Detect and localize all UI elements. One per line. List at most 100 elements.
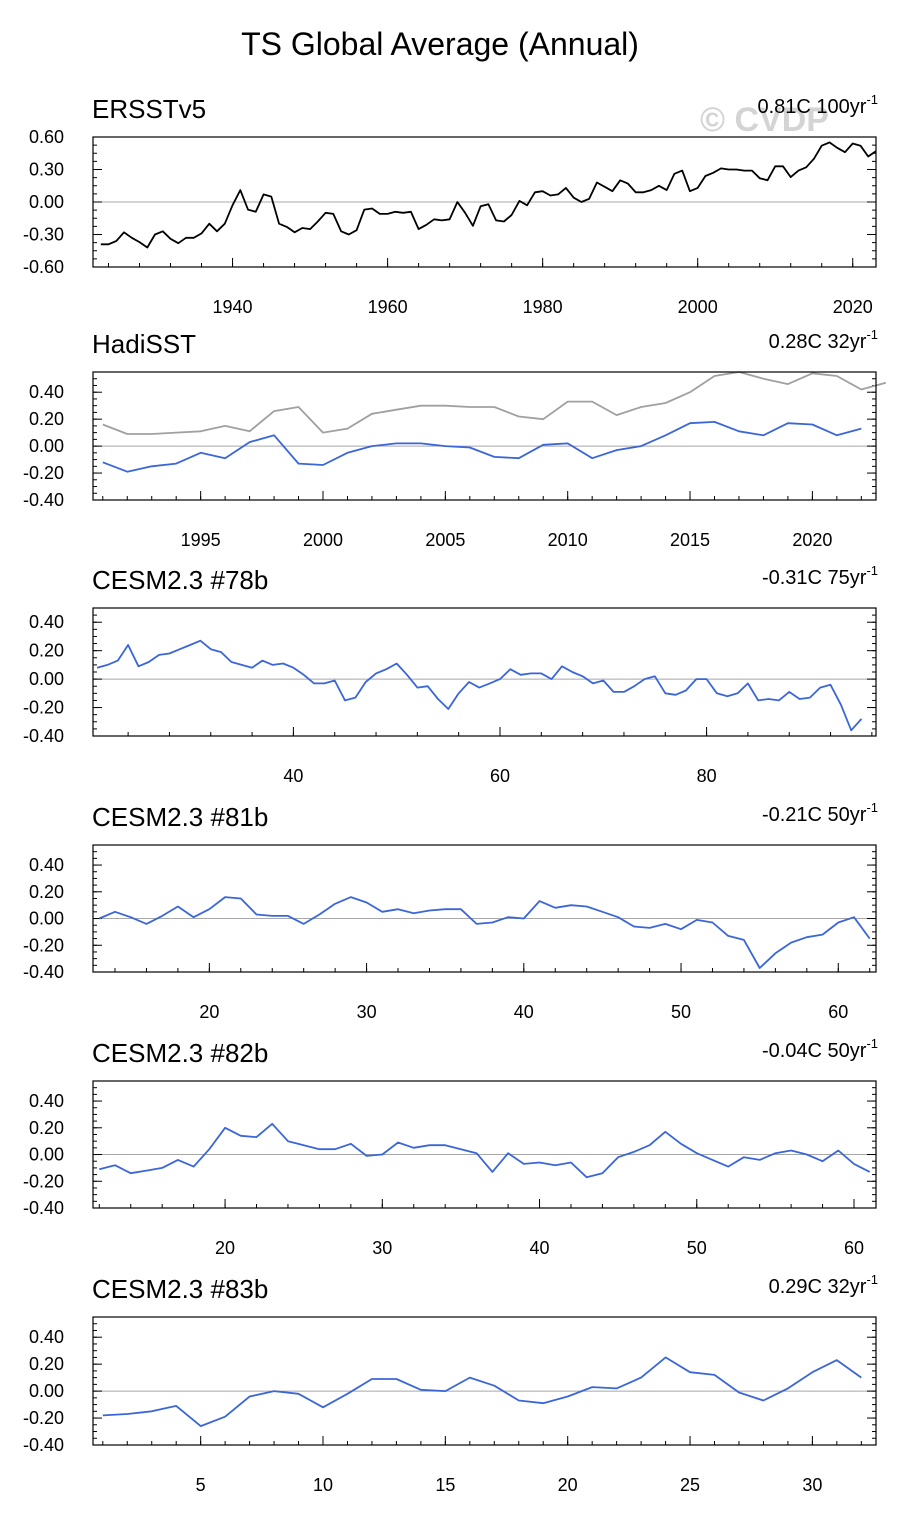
- series-line-1: [102, 371, 887, 435]
- trend-label: 0.29C 32yr-1: [769, 1272, 878, 1298]
- y-tick-label: -0.20: [23, 463, 64, 483]
- trend-period: 100yr: [816, 96, 866, 118]
- series-line-1: [96, 639, 863, 732]
- plot-frame: [92, 1080, 877, 1209]
- y-tick-label: 0.40: [29, 1091, 64, 1111]
- panel-title: ERSSTv5: [92, 94, 206, 124]
- panel-title: CESM2.3 #82b: [92, 1038, 268, 1068]
- series-line-1: [98, 896, 871, 969]
- y-tick-label: -0.40: [23, 962, 64, 982]
- y-tick-label: 0.00: [29, 669, 64, 689]
- trend-exponent: -1: [866, 327, 878, 342]
- y-tick-label: 0.20: [29, 882, 64, 902]
- plot-frame: [92, 371, 877, 501]
- x-tick-label: 30: [372, 1238, 392, 1258]
- trend-label: 0.28C 32yr-1: [769, 327, 878, 353]
- y-tick-label: 0.40: [29, 612, 64, 632]
- y-tick-label: 0.60: [29, 127, 64, 147]
- trend-exponent: -1: [866, 800, 878, 815]
- trend-period: 32yr: [828, 1276, 867, 1298]
- x-tick-label: 10: [313, 1475, 333, 1495]
- panel-cesm-78b: CESM2.3 #78b -0.31C 75yr-1 -0.40 -0.20 0.00 0…: [23, 563, 878, 786]
- x-tick-label: 50: [671, 1002, 691, 1022]
- series-line-1: [102, 1356, 862, 1427]
- x-tick-label: 30: [802, 1475, 822, 1495]
- x-tick-label: 2005: [425, 530, 465, 550]
- trend-label: -0.04C 50yr-1: [762, 1036, 878, 1062]
- x-tick-label: 25: [680, 1475, 700, 1495]
- x-tick-label: 40: [514, 1002, 534, 1022]
- trend-value: 0.81C: [757, 96, 810, 118]
- series-line-1: [99, 1122, 871, 1179]
- y-tick-label: 0.40: [29, 1327, 64, 1347]
- plot-frame: [92, 844, 877, 973]
- y-tick-label: 0.20: [29, 641, 64, 661]
- y-tick-label: -0.40: [23, 726, 64, 746]
- trend-exponent: -1: [866, 563, 878, 578]
- trend-value: 0.28C: [769, 331, 822, 353]
- trend-value: -0.31C: [762, 567, 822, 589]
- series-line-1: [100, 141, 877, 249]
- x-tick-label: 1940: [213, 297, 253, 317]
- y-tick-label: 0.30: [29, 160, 64, 180]
- panel-ersstv5: ERSSTv5 0.81C 100yr-1 -0.60 -0.30 0.00 0.30 0.…: [23, 92, 878, 317]
- plot-frame: [92, 1316, 877, 1446]
- x-tick-label: 40: [530, 1238, 550, 1258]
- trend-exponent: -1: [866, 1272, 878, 1287]
- plot-frame: [92, 607, 877, 737]
- y-tick-label: 0.00: [29, 909, 64, 929]
- y-tick-label: -0.30: [23, 225, 64, 245]
- trend-label: -0.31C 75yr-1: [762, 563, 878, 589]
- y-tick-label: 0.00: [29, 1381, 64, 1401]
- trend-label: -0.21C 50yr-1: [762, 800, 878, 826]
- x-tick-label: 20: [199, 1002, 219, 1022]
- panel-title: HadiSST: [92, 329, 196, 359]
- y-tick-label: -0.40: [23, 1198, 64, 1218]
- y-tick-label: 0.20: [29, 1118, 64, 1138]
- panel-cesm-83b: CESM2.3 #83b 0.29C 32yr-1 -0.40 -0.20 0.00 0.…: [23, 1272, 878, 1495]
- y-tick-label: -0.60: [23, 257, 64, 277]
- trend-period: 75yr: [828, 567, 867, 589]
- trend-period: 32yr: [828, 331, 867, 353]
- y-tick-label: -0.40: [23, 1435, 64, 1455]
- x-tick-label: 1995: [181, 530, 221, 550]
- trend-period: 50yr: [828, 1040, 867, 1062]
- x-tick-label: 1960: [368, 297, 408, 317]
- x-tick-label: 5: [196, 1475, 206, 1495]
- x-tick-label: 50: [687, 1238, 707, 1258]
- x-tick-label: 2010: [548, 530, 588, 550]
- y-tick-label: -0.20: [23, 1408, 64, 1428]
- trend-value: 0.29C: [769, 1276, 822, 1298]
- y-tick-label: 0.00: [29, 192, 64, 212]
- figure-title: TS Global Average (Annual): [241, 26, 639, 62]
- trend-label: 0.81C 100yr-1: [757, 92, 878, 118]
- x-tick-label: 20: [558, 1475, 578, 1495]
- plot-frame: [92, 136, 877, 268]
- panels: ERSSTv5 0.81C 100yr-1-0.60-0.300.000.300.…: [23, 92, 887, 1495]
- x-tick-label: 2000: [678, 297, 718, 317]
- x-tick-label: 2015: [670, 530, 710, 550]
- y-tick-label: 0.20: [29, 1354, 64, 1374]
- y-tick-label: -0.20: [23, 1171, 64, 1191]
- series-line-2: [102, 420, 862, 473]
- y-tick-label: 0.00: [29, 436, 64, 456]
- x-tick-label: 1980: [523, 297, 563, 317]
- x-tick-label: 2020: [833, 297, 873, 317]
- y-tick-label: -0.20: [23, 698, 64, 718]
- x-tick-label: 15: [435, 1475, 455, 1495]
- y-tick-label: 0.40: [29, 382, 64, 402]
- y-tick-label: 0.40: [29, 855, 64, 875]
- panel-title: CESM2.3 #78b: [92, 565, 268, 595]
- y-tick-label: -0.20: [23, 935, 64, 955]
- panel-title: CESM2.3 #81b: [92, 802, 268, 832]
- x-tick-label: 20: [215, 1238, 235, 1258]
- trend-exponent: -1: [866, 1036, 878, 1051]
- x-tick-label: 2000: [303, 530, 343, 550]
- panel-title: CESM2.3 #83b: [92, 1274, 268, 1304]
- panel-cesm-82b: CESM2.3 #82b -0.04C 50yr-1 -0.40 -0.20 0.00 0…: [23, 1036, 878, 1258]
- trend-value: -0.21C: [762, 804, 822, 826]
- trend-value: -0.04C: [762, 1040, 822, 1062]
- trend-exponent: -1: [866, 92, 878, 107]
- y-tick-label: -0.40: [23, 490, 64, 510]
